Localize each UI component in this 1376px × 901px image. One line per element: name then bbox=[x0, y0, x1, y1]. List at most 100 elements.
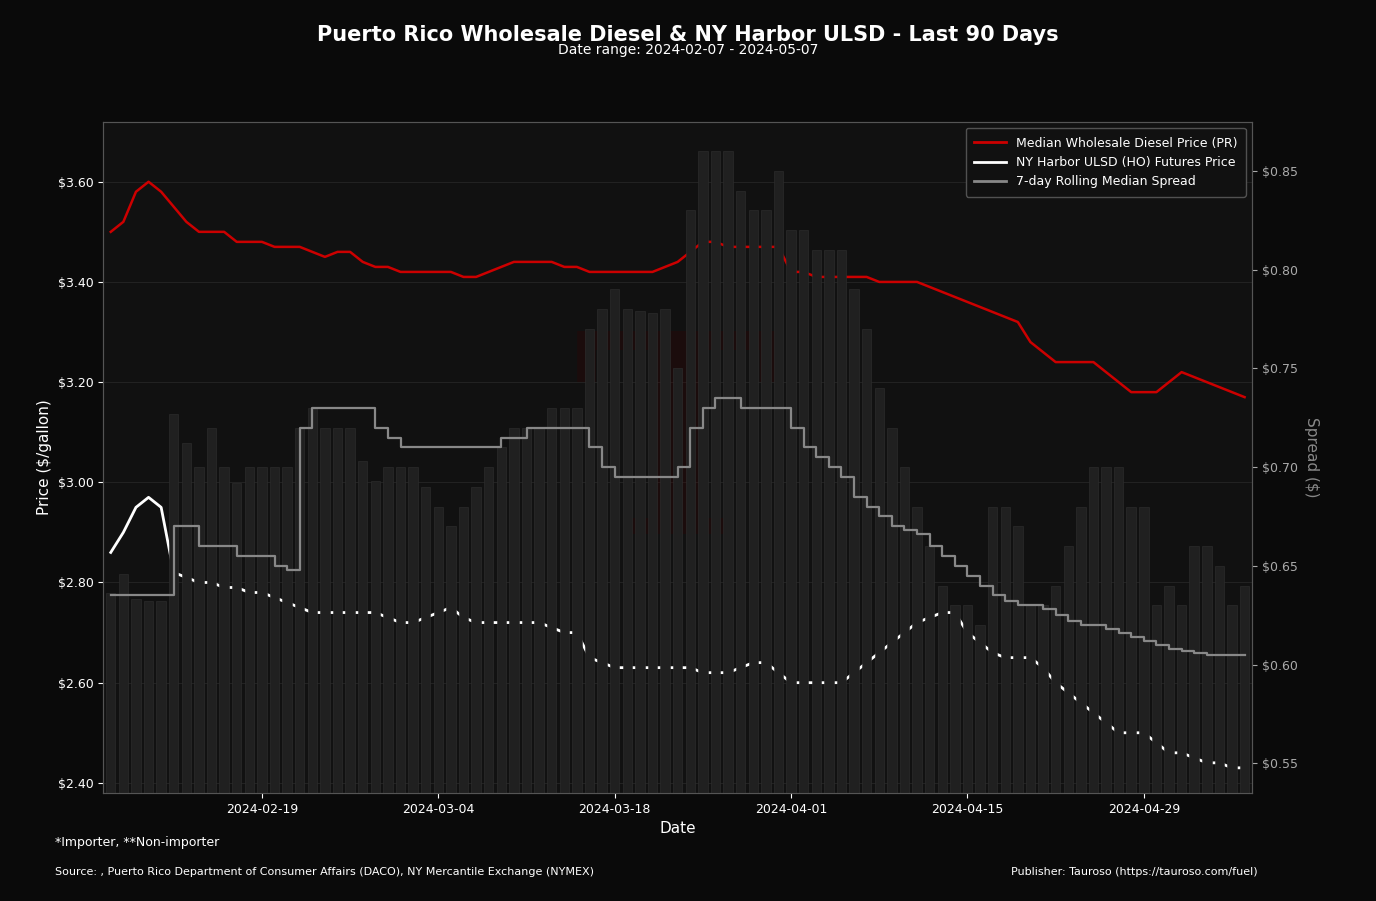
Bar bbox=[433, 506, 443, 901]
Bar bbox=[396, 467, 406, 901]
Y-axis label: Spread ($): Spread ($) bbox=[1303, 417, 1318, 497]
Bar bbox=[308, 408, 316, 901]
Bar bbox=[648, 314, 658, 901]
Bar bbox=[1176, 605, 1186, 901]
Bar bbox=[1101, 467, 1110, 901]
Text: Publisher: Tauroso (https://tauroso.com/fuel): Publisher: Tauroso (https://tauroso.com/… bbox=[1011, 867, 1258, 877]
Bar bbox=[976, 625, 985, 901]
Bar bbox=[585, 329, 594, 901]
Bar bbox=[861, 329, 871, 901]
Bar bbox=[1076, 506, 1086, 901]
Bar bbox=[484, 467, 494, 901]
Line: NY Harbor ULSD (HO) Futures Price: NY Harbor ULSD (HO) Futures Price bbox=[110, 497, 1245, 768]
Bar bbox=[622, 309, 632, 901]
Bar bbox=[383, 467, 392, 901]
Bar bbox=[673, 369, 682, 901]
Bar bbox=[194, 467, 204, 901]
Bar bbox=[358, 461, 367, 901]
Bar bbox=[1215, 566, 1225, 901]
Bar bbox=[1240, 586, 1249, 901]
Bar bbox=[157, 601, 166, 901]
Bar bbox=[636, 311, 644, 901]
Bar bbox=[497, 448, 506, 901]
Bar bbox=[597, 309, 607, 901]
Bar bbox=[321, 428, 330, 901]
Bar bbox=[711, 151, 720, 901]
X-axis label: Date: Date bbox=[659, 821, 696, 836]
Bar bbox=[572, 408, 582, 901]
Bar bbox=[1189, 546, 1198, 901]
Bar bbox=[233, 483, 241, 901]
Bar bbox=[685, 211, 695, 901]
Bar bbox=[1000, 506, 1010, 901]
Bar bbox=[799, 231, 808, 901]
Line: Median Wholesale Diesel Price (PR): Median Wholesale Diesel Price (PR) bbox=[110, 182, 1245, 397]
Bar bbox=[472, 487, 480, 901]
Bar bbox=[257, 467, 267, 901]
Y-axis label: Price ($/gallon): Price ($/gallon) bbox=[37, 399, 52, 515]
Bar bbox=[988, 506, 998, 901]
Bar bbox=[169, 414, 179, 901]
Bar bbox=[458, 506, 468, 901]
Bar bbox=[610, 289, 619, 901]
Bar bbox=[1064, 546, 1073, 901]
Bar bbox=[370, 481, 380, 901]
Bar bbox=[912, 506, 922, 901]
Bar bbox=[698, 151, 707, 901]
Bar bbox=[837, 250, 846, 901]
Bar bbox=[270, 467, 279, 901]
Bar bbox=[345, 428, 355, 901]
Text: T: T bbox=[574, 323, 782, 592]
Bar bbox=[446, 526, 455, 901]
Legend: Median Wholesale Diesel Price (PR), NY Harbor ULSD (HO) Futures Price, 7-day Rol: Median Wholesale Diesel Price (PR), NY H… bbox=[966, 128, 1245, 197]
Text: *Importer, **Non-importer: *Importer, **Non-importer bbox=[55, 836, 219, 849]
Text: Date range: 2024-02-07 - 2024-05-07: Date range: 2024-02-07 - 2024-05-07 bbox=[557, 43, 819, 58]
Bar bbox=[1164, 586, 1174, 901]
Bar bbox=[888, 428, 897, 901]
Bar bbox=[560, 408, 570, 901]
Bar bbox=[963, 605, 973, 901]
Bar bbox=[849, 289, 859, 901]
Text: Source: , Puerto Rico Department of Consumer Affairs (DACO), NY Mercantile Excha: Source: , Puerto Rico Department of Cons… bbox=[55, 867, 594, 877]
Bar bbox=[1227, 605, 1237, 901]
Bar bbox=[1203, 546, 1211, 901]
Bar bbox=[875, 388, 883, 901]
Bar bbox=[1127, 506, 1137, 901]
Bar bbox=[786, 231, 795, 901]
Bar bbox=[1025, 605, 1035, 901]
Bar bbox=[1115, 467, 1123, 901]
Bar bbox=[548, 408, 556, 901]
Bar bbox=[761, 211, 771, 901]
Text: Puerto Rico Wholesale Diesel & NY Harbor ULSD - Last 90 Days: Puerto Rico Wholesale Diesel & NY Harbor… bbox=[318, 25, 1058, 45]
Bar bbox=[118, 574, 128, 901]
Bar bbox=[219, 467, 228, 901]
Bar bbox=[736, 191, 746, 901]
Bar bbox=[534, 428, 544, 901]
Bar bbox=[925, 546, 934, 901]
Bar bbox=[294, 428, 304, 901]
Bar bbox=[1139, 506, 1149, 901]
Bar bbox=[333, 428, 343, 901]
Bar bbox=[937, 586, 947, 901]
Bar bbox=[1152, 605, 1161, 901]
Bar bbox=[900, 467, 910, 901]
Line: 7-day Rolling Median Spread: 7-day Rolling Median Spread bbox=[110, 398, 1245, 655]
Bar bbox=[1039, 605, 1047, 901]
Bar bbox=[522, 428, 531, 901]
Bar bbox=[131, 599, 140, 901]
Bar bbox=[812, 250, 821, 901]
Bar bbox=[724, 151, 733, 901]
Bar bbox=[660, 309, 670, 901]
Bar bbox=[949, 605, 959, 901]
Bar bbox=[773, 171, 783, 901]
Bar bbox=[245, 467, 255, 901]
Bar bbox=[509, 428, 519, 901]
Bar bbox=[106, 594, 116, 901]
Bar bbox=[1051, 586, 1061, 901]
Bar bbox=[282, 467, 292, 901]
Bar bbox=[409, 467, 418, 901]
Bar bbox=[144, 601, 153, 901]
Bar bbox=[749, 211, 758, 901]
Bar bbox=[421, 487, 431, 901]
Bar bbox=[206, 428, 216, 901]
